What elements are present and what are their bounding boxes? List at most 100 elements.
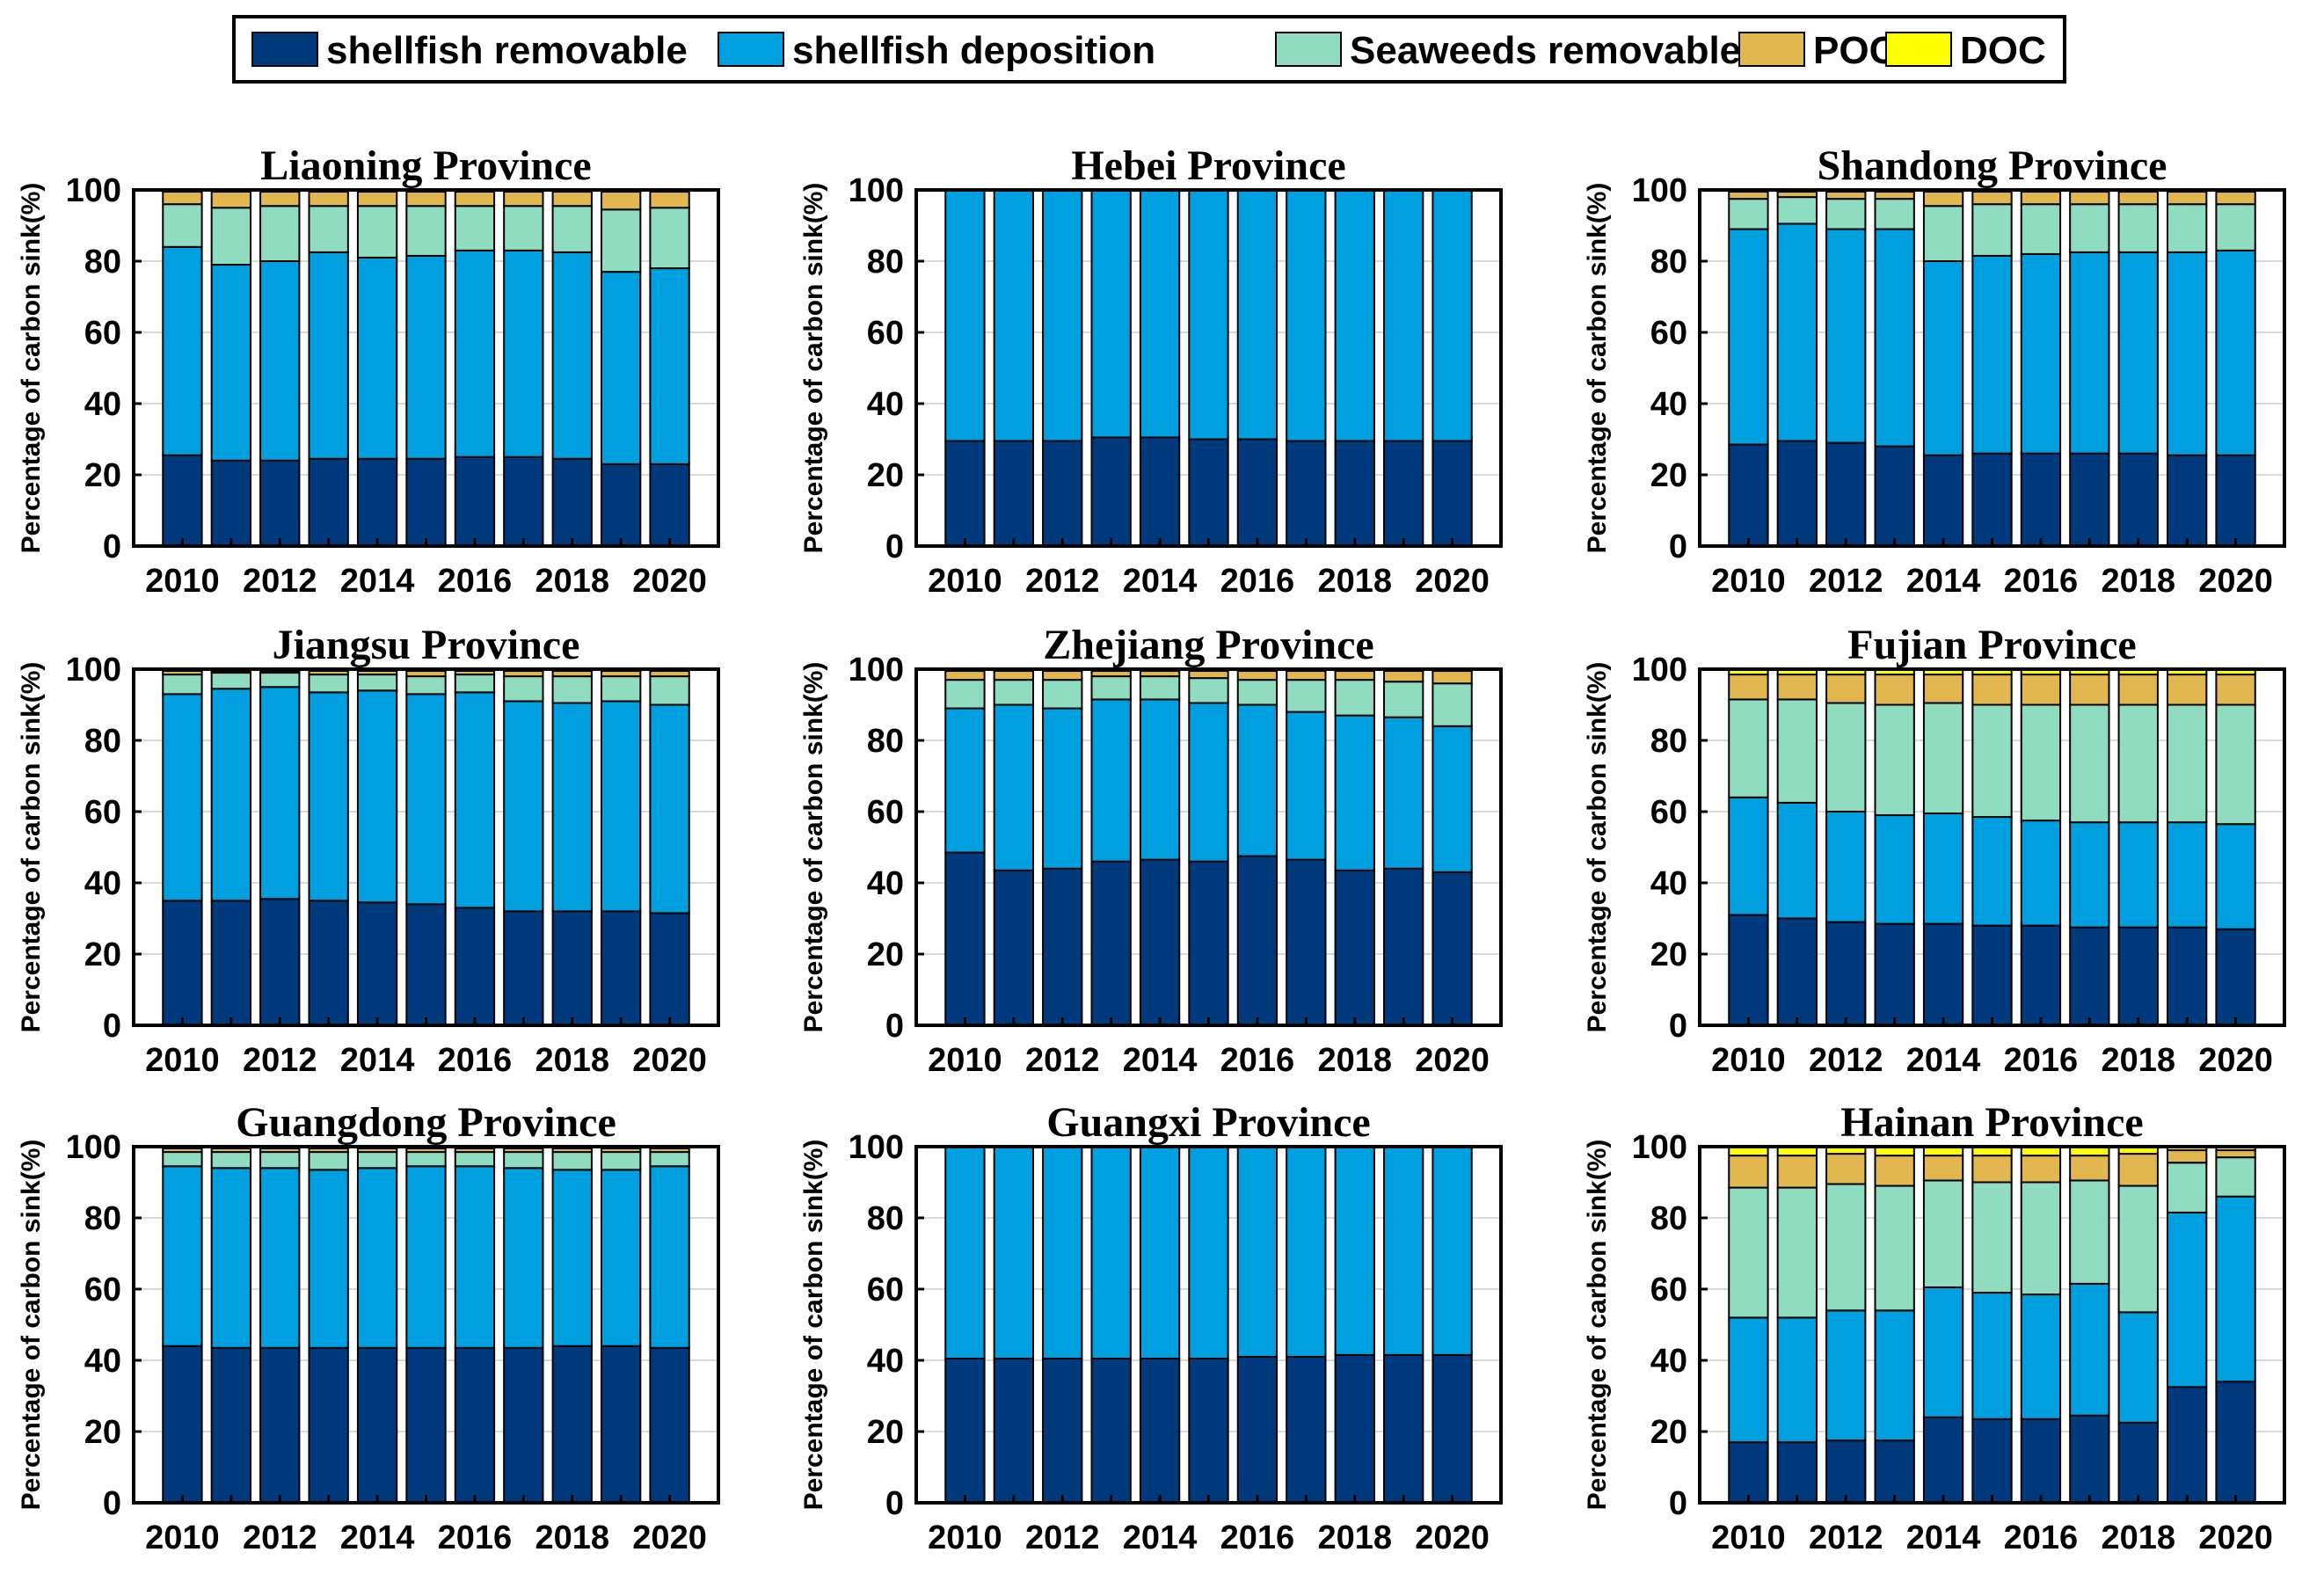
bar-shellfish-removable-2018 bbox=[2117, 1421, 2159, 1504]
x-tick-label-2018: 2018 bbox=[535, 563, 609, 600]
bar-shellfish-removable-2011 bbox=[993, 869, 1034, 1027]
bar-poc-2018 bbox=[2117, 674, 2159, 706]
bar-poc-2014 bbox=[356, 191, 398, 208]
bar-seaweeds-removable-2010 bbox=[162, 1151, 203, 1168]
bar-shellfish-removable-2019 bbox=[1383, 1353, 1424, 1505]
y-tick-label-40: 40 bbox=[1650, 1343, 1687, 1380]
bar-shellfish-removable-2016 bbox=[1236, 855, 1279, 1026]
x-tick-label-2014: 2014 bbox=[1123, 1519, 1198, 1556]
bar-seaweeds-removable-2020 bbox=[649, 207, 690, 270]
bar-shellfish-deposition-2020 bbox=[1432, 725, 1473, 873]
y-axis-label: Percentage of carbon sink(%) bbox=[799, 183, 828, 554]
legend-label-doc: DOC bbox=[1960, 29, 2046, 72]
x-tick-label-2020: 2020 bbox=[2198, 563, 2273, 600]
bar-poc-2013 bbox=[1874, 1155, 1915, 1187]
bar-shellfish-deposition-2014 bbox=[1139, 698, 1181, 861]
x-tick-label-2016: 2016 bbox=[2004, 563, 2079, 600]
y-tick-label-80: 80 bbox=[867, 1200, 904, 1237]
bar-poc-2011 bbox=[1776, 1155, 1818, 1189]
bar-shellfish-deposition-2013 bbox=[1090, 189, 1132, 439]
x-tick-label-2012: 2012 bbox=[1809, 1519, 1883, 1556]
bar-shellfish-removable-2015 bbox=[1188, 1357, 1229, 1504]
bar-poc-2013 bbox=[308, 191, 349, 208]
panel-title: Zhejiang Province bbox=[1043, 622, 1373, 668]
bar-seaweeds-removable-2011 bbox=[1776, 1186, 1818, 1319]
x-tick-label-2012: 2012 bbox=[1025, 1042, 1100, 1079]
bar-shellfish-deposition-2019 bbox=[1383, 189, 1424, 442]
bar-shellfish-deposition-2017 bbox=[2069, 821, 2110, 929]
x-tick-label-2010: 2010 bbox=[928, 563, 1002, 600]
bar-poc-2016 bbox=[454, 191, 496, 208]
bar-shellfish-removable-2019 bbox=[2167, 1386, 2208, 1504]
bar-seaweeds-removable-2017 bbox=[1286, 679, 1327, 713]
y-tick-label-100: 100 bbox=[66, 652, 121, 689]
bar-shellfish-removable-2013 bbox=[308, 457, 349, 548]
bar-shellfish-removable-2014 bbox=[1139, 436, 1181, 548]
bar-shellfish-deposition-2016 bbox=[1236, 1146, 1279, 1358]
y-tick-label-60: 60 bbox=[1650, 794, 1687, 831]
bar-shellfish-deposition-2012 bbox=[1825, 811, 1867, 923]
y-tick-label-60: 60 bbox=[1650, 315, 1687, 352]
bar-shellfish-deposition-2014 bbox=[1922, 813, 1964, 925]
bar-poc-2012 bbox=[1042, 670, 1083, 681]
bar-shellfish-deposition-2015 bbox=[1971, 1292, 2013, 1420]
y-tick-label-100: 100 bbox=[1632, 1129, 1687, 1166]
bar-poc-2012 bbox=[1825, 191, 1867, 200]
bar-shellfish-removable-2016 bbox=[2020, 1417, 2062, 1504]
bar-shellfish-deposition-2012 bbox=[259, 1167, 301, 1349]
bar-shellfish-deposition-2011 bbox=[993, 703, 1034, 871]
bar-poc-2019 bbox=[2167, 674, 2208, 706]
y-tick-label-80: 80 bbox=[1650, 244, 1687, 281]
bar-shellfish-removable-2017 bbox=[2069, 1414, 2110, 1505]
bar-shellfish-removable-2018 bbox=[551, 457, 593, 548]
bar-seaweeds-removable-2020 bbox=[649, 1151, 690, 1168]
x-tick-label-2012: 2012 bbox=[1809, 563, 1883, 600]
bar-poc-2019 bbox=[2167, 191, 2208, 206]
y-tick-label-0: 0 bbox=[103, 1008, 121, 1045]
bar-shellfish-deposition-2014 bbox=[356, 1167, 398, 1349]
bar-shellfish-deposition-2013 bbox=[1874, 228, 1915, 448]
bar-shellfish-removable-2013 bbox=[308, 1346, 349, 1504]
bar-seaweeds-removable-2015 bbox=[1971, 203, 2013, 257]
bar-seaweeds-removable-2013 bbox=[308, 674, 349, 694]
bar-shellfish-deposition-2011 bbox=[993, 1146, 1034, 1359]
bar-shellfish-removable-2012 bbox=[1042, 440, 1083, 547]
bar-poc-2020 bbox=[649, 191, 690, 209]
x-tick-label-2016: 2016 bbox=[438, 563, 513, 600]
bar-shellfish-deposition-2013 bbox=[308, 691, 349, 902]
bar-shellfish-deposition-2014 bbox=[1139, 1146, 1181, 1359]
bar-shellfish-deposition-2014 bbox=[1139, 189, 1181, 439]
bar-seaweeds-removable-2019 bbox=[601, 1151, 642, 1171]
y-tick-label-40: 40 bbox=[1650, 865, 1687, 902]
bar-shellfish-deposition-2011 bbox=[210, 688, 252, 902]
y-tick-label-0: 0 bbox=[885, 1485, 904, 1522]
bar-seaweeds-removable-2020 bbox=[2215, 203, 2256, 251]
y-tick-label-0: 0 bbox=[103, 1485, 121, 1522]
bar-shellfish-removable-2017 bbox=[1286, 858, 1327, 1026]
y-axis-label: Percentage of carbon sink(%) bbox=[799, 662, 828, 1033]
bar-shellfish-deposition-2015 bbox=[1188, 1146, 1229, 1359]
bar-poc-2012 bbox=[1825, 674, 1867, 704]
bar-shellfish-deposition-2017 bbox=[503, 249, 544, 458]
bar-shellfish-removable-2014 bbox=[1922, 1416, 1964, 1505]
bar-shellfish-deposition-2015 bbox=[405, 1165, 447, 1349]
x-tick-label-2020: 2020 bbox=[1415, 1042, 1490, 1079]
bar-seaweeds-removable-2013 bbox=[1874, 1184, 1915, 1312]
x-tick-label-2012: 2012 bbox=[1025, 563, 1100, 600]
y-tick-label-60: 60 bbox=[867, 1272, 904, 1308]
bar-shellfish-removable-2017 bbox=[503, 910, 544, 1027]
bar-poc-2010 bbox=[1728, 1155, 1769, 1189]
bar-seaweeds-removable-2020 bbox=[2215, 703, 2256, 826]
bar-poc-2018 bbox=[2117, 191, 2159, 206]
x-tick-label-2012: 2012 bbox=[243, 1519, 317, 1556]
bar-seaweeds-removable-2015 bbox=[405, 205, 447, 257]
y-axis-label: Percentage of carbon sink(%) bbox=[17, 183, 46, 554]
bar-seaweeds-removable-2017 bbox=[503, 675, 544, 703]
bar-poc-2010 bbox=[1728, 674, 1769, 701]
bar-shellfish-removable-2012 bbox=[259, 459, 301, 547]
bar-shellfish-removable-2019 bbox=[601, 463, 642, 547]
bar-poc-2020 bbox=[1432, 670, 1473, 685]
bar-shellfish-removable-2018 bbox=[1334, 869, 1375, 1027]
legend: shellfish removable shellfish deposition S… bbox=[232, 15, 2066, 84]
bar-shellfish-removable-2018 bbox=[1334, 440, 1375, 547]
